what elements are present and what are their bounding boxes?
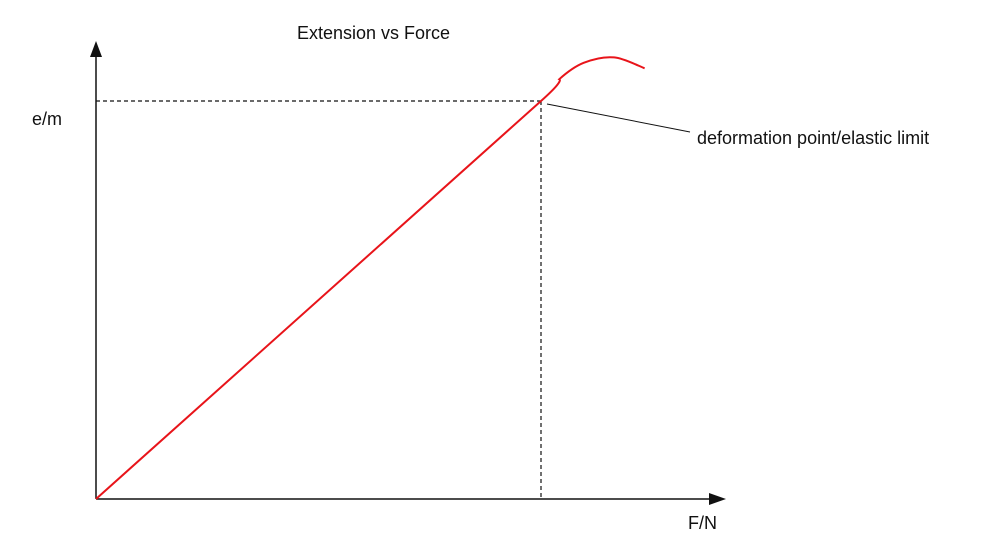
y-axis-arrowhead bbox=[90, 41, 102, 57]
x-axis-label: F/N bbox=[688, 513, 717, 533]
axes bbox=[90, 41, 726, 505]
extension-force-curve bbox=[95, 56, 645, 500]
y-axis-label: e/m bbox=[32, 109, 62, 129]
x-axis-arrowhead bbox=[709, 493, 726, 505]
chart-title: Extension vs Force bbox=[297, 23, 450, 43]
annotation-leader-line bbox=[546, 103, 691, 133]
reference-lines bbox=[96, 100, 542, 499]
annotation-deformation-point: deformation point/elastic limit bbox=[697, 128, 929, 148]
series-layer bbox=[95, 56, 645, 500]
annotation-layer: deformation point/elastic limit bbox=[546, 103, 929, 148]
